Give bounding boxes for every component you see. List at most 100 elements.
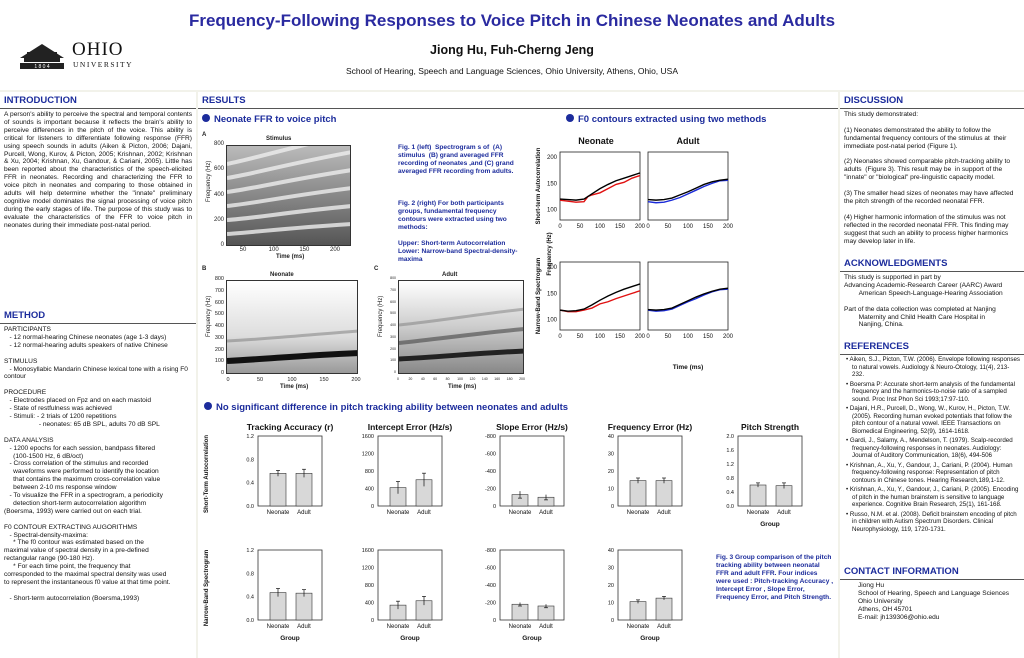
intro-heading: INTRODUCTION — [0, 92, 196, 109]
x-tick-label: 140 — [481, 377, 488, 381]
y-tick-label: -200 — [485, 601, 496, 607]
plot-frame — [559, 151, 641, 221]
panel-letter-a: A — [202, 132, 207, 138]
y-tick-label: 1600 — [362, 548, 374, 554]
y-tick-label: 20 — [608, 583, 614, 589]
y-tick-label: 0 — [371, 618, 374, 624]
bar — [629, 601, 647, 621]
y-tick-label: 200 — [547, 155, 558, 161]
fig3-row-label: Narrow-Band Spectrogram — [204, 550, 210, 626]
ack-heading: ACKNOWLEDGMENTS — [840, 255, 1024, 272]
x-tick-label: 200 — [635, 224, 646, 230]
x-tick-label: 200 — [351, 377, 361, 383]
bar-category-label: Adult — [297, 624, 311, 630]
y-tick-label: 0 — [493, 504, 496, 510]
bar — [775, 485, 793, 507]
y-tick-label: 150 — [547, 291, 558, 297]
y-tick-label: 0.4 — [726, 490, 734, 496]
poster-title: Frequency-Following Responses to Voice P… — [188, 11, 836, 30]
y-tick-label: 200 — [213, 216, 224, 223]
x-tick-label: 120 — [469, 377, 476, 381]
x-tick-label: 200 — [723, 224, 734, 230]
bar-category-label: Neonate — [267, 624, 290, 630]
y-tick-label: 1200 — [362, 566, 374, 572]
contour-line — [559, 174, 641, 203]
y-tick-label: 100 — [214, 358, 224, 365]
y-tick-label: -600 — [485, 566, 496, 572]
bar-chart: Intercept Error (Hz/s) 1600 1200 800 400 0 Neo… — [362, 422, 453, 516]
y-tick-label: 500 — [214, 311, 224, 318]
x-tick-label: 100 — [268, 247, 279, 253]
bar-category-label: Adult — [417, 510, 431, 516]
bar-chart: 40 30 20 10 0 Neonate Adult Group — [608, 548, 683, 642]
y-tick-label: -600 — [485, 452, 496, 458]
plot-frame — [499, 435, 565, 507]
contour-panel: 200 150 100 0 50 100 150 200 — [547, 261, 646, 340]
x-tick-label: 100 — [595, 224, 606, 230]
y-tick-label: 10 — [608, 487, 614, 493]
plot-frame — [617, 435, 683, 507]
x-tick-label: 0 — [558, 334, 562, 340]
contour-panel: 200 150 100 0 50 100 150 200 — [547, 151, 646, 230]
y-tick-label: 600 — [214, 299, 224, 306]
bar-category-label: Adult — [539, 510, 553, 516]
plot-frame — [257, 549, 323, 621]
references-heading: REFERENCES — [840, 338, 1024, 355]
y-tick-label: 200 — [214, 346, 224, 353]
y-tick-label: -800 — [485, 548, 496, 554]
spectrogram-adult-image — [399, 307, 523, 362]
bar-chart: 1.2 0.8 0.4 0.0 Neonate Adult Group — [246, 548, 323, 642]
bar — [511, 603, 529, 621]
x-tick-label: 50 — [577, 224, 584, 230]
y-tick-label: 100 — [390, 358, 396, 363]
bar — [295, 592, 313, 621]
spectrogram-neonate — [226, 280, 358, 374]
fig3-caption: Fig. 3 Group comparison of the pitch tra… — [716, 554, 835, 601]
bar — [295, 473, 313, 507]
x-tick-label: 100 — [683, 334, 694, 340]
y-tick-label: 0 — [394, 370, 396, 374]
fig2-row-label: Short-term Autocorrelation — [536, 147, 542, 224]
y-tick-label: 600 — [390, 299, 396, 304]
reference-item: • Aiken, S.J., Picton, T.W. (2006). Enve… — [846, 356, 1021, 378]
y-tick-label: 40 — [608, 548, 614, 554]
ohio-university-logo: 1 8 0 4 OHIO UNIVERSITY — [16, 38, 150, 72]
y-tick-label: 400 — [365, 601, 374, 607]
subheading-neonate-ffr: Neonate FFR to voice pitch — [202, 114, 336, 125]
y-tick-label: 30 — [608, 452, 614, 458]
reference-item: • Krishnan, A., Xu, Y., Gandour, J., Car… — [846, 461, 1013, 484]
bar — [655, 597, 673, 621]
contour-line — [559, 290, 641, 313]
reference-item: • Boersma P: Accurate short-term analysi… — [846, 380, 1015, 403]
x-tick-label: 150 — [615, 334, 626, 340]
fig3-bar-charts: Short-Term Autocorrelation Narrow-Band Sp… — [204, 422, 803, 642]
fig2-row-label: Narrow-Band Spectrogram — [536, 258, 542, 334]
discussion-heading: DISCUSSION — [840, 92, 1024, 109]
contact-text: Jiong Hu School of Hearing, Speech and L… — [858, 582, 1010, 621]
x-tick-label: 40 — [420, 377, 425, 381]
bar-category-label: Neonate — [509, 624, 532, 630]
spectrogram-stimulus-image — [227, 146, 350, 236]
y-tick-label: 0 — [220, 370, 224, 376]
bar-chart: Tracking Accuracy (r) 1.2 0.8 0.4 0.0 Neonate… — [246, 422, 333, 516]
poster-authors: Jiong Hu, Fuh-Cherng Jeng — [430, 43, 594, 57]
bar-category-label: Adult — [657, 510, 671, 516]
x-tick-label: 20 — [408, 377, 413, 381]
y-tick-label: 300 — [214, 334, 224, 341]
bar-category-label: Neonate — [627, 624, 650, 630]
fig2-ylabel: Frequency (Hz) — [547, 232, 553, 275]
y-tick-label: 400 — [213, 191, 224, 198]
y-tick-label: 30 — [608, 566, 614, 572]
fig1-caption: Fig. 1 (left) Spectrogram s of (A) stimu… — [398, 144, 516, 175]
spec-b-xlabel: Time (ms) — [280, 384, 309, 390]
bar — [269, 592, 287, 621]
bar-chart-title: Intercept Error (Hz/s) — [368, 422, 453, 432]
x-tick-label: 0 — [646, 334, 650, 340]
bar — [655, 480, 673, 507]
logo-word: OHIO — [72, 39, 124, 60]
bar-category-label: Neonate — [627, 510, 650, 516]
plot-frame — [377, 435, 443, 507]
subheading-f0-contours: F0 contours extracted using two methods — [566, 114, 766, 125]
spec-a-title: Stimulus — [266, 136, 292, 142]
